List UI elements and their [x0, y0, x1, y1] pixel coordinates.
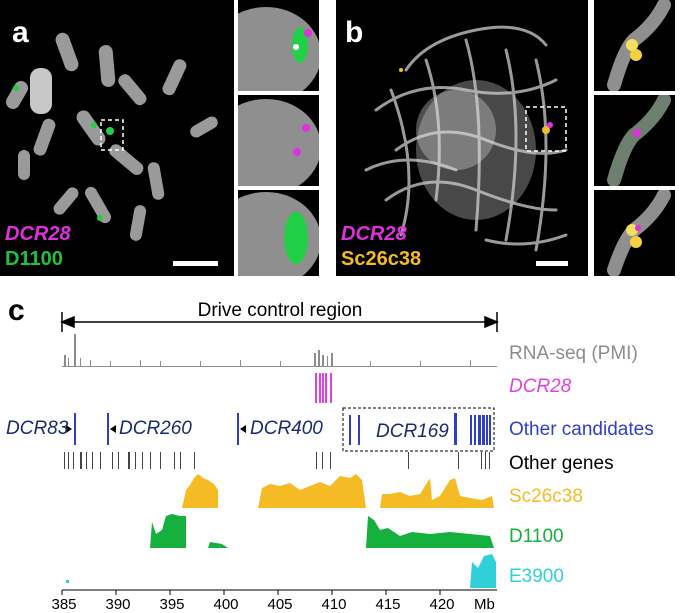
d1100-track [150, 514, 494, 548]
mb-axis [61, 589, 497, 595]
axis-tick-label: 395 [159, 596, 185, 613]
axis-tick-label: 385 [51, 596, 77, 613]
track-label-dcr28: DCR28 [509, 376, 572, 397]
candidate-arrows [66, 425, 246, 433]
inset-chromosome [607, 190, 671, 276]
inset-chromosome [607, 0, 671, 91]
panel-b-inset-3 [594, 190, 675, 276]
panel-a-chromosome-spread [6, 32, 218, 241]
dcr260-label: DCR260 [119, 418, 192, 439]
panel-b-scalebar [536, 261, 568, 266]
dcr169-label: DCR169 [376, 421, 449, 442]
region-span-arrow [60, 312, 499, 332]
panel-b-probe1-label: DCR28 [341, 223, 407, 245]
track-label-e3900: E3900 [509, 566, 564, 587]
sc26c38-track [182, 474, 494, 508]
track-label-sc26c38: Sc26c38 [509, 486, 583, 507]
panel-a-probe1-label: DCR28 [5, 223, 71, 245]
panel-c-letter: c [8, 294, 25, 327]
panel-a-scalebar [173, 261, 218, 266]
panel-b-inset-2 [594, 95, 675, 186]
panel-b-letter: b [345, 16, 364, 49]
axis-tick-label: 405 [267, 596, 293, 613]
panel-a-main-image: a DCR28 D1100 [0, 0, 234, 276]
other-genes-track [64, 452, 490, 469]
dcr83-label: DCR83 [6, 418, 69, 439]
axis-tick-label: 390 [105, 596, 131, 613]
track-label-rna-seq: RNA-seq (PMI) [509, 343, 638, 364]
dcr400-label: DCR400 [250, 418, 323, 439]
other-candidates-track [74, 413, 491, 445]
panel-a-inset-3 [238, 190, 319, 276]
axis-unit-label: Mb [474, 596, 495, 613]
e3900-track [66, 554, 496, 588]
axis-tick-label: 420 [429, 596, 455, 613]
panel-b-chromosome-spread [364, 25, 568, 252]
track-label-d1100: D1100 [509, 526, 564, 547]
rna-seq-track [62, 334, 497, 367]
dcr28-track [315, 373, 332, 403]
track-label-other-genes: Other genes [509, 453, 614, 474]
panel-a-inset-1 [238, 0, 319, 91]
panel-b-inset-1 [594, 0, 675, 91]
inset-chromosome [238, 7, 319, 91]
inset-chromosome [238, 99, 319, 186]
panel-a-probe2-label: D1100 [5, 248, 63, 270]
inset-chromosome [607, 95, 671, 186]
inset-chromosome [238, 192, 319, 276]
panel-b-main-image: b DCR28 Sc26c38 [336, 0, 588, 276]
axis-tick-label: 400 [213, 596, 239, 613]
dcr169-box [342, 407, 495, 452]
axis-tick-label: 415 [375, 596, 401, 613]
axis-tick-label: 410 [321, 596, 347, 613]
panel-a-inset-2 [238, 95, 319, 186]
drive-control-region-label: Drive control region [197, 300, 363, 321]
track-label-other-candidates: Other candidates [509, 419, 654, 440]
panel-b-probe2-label: Sc26c38 [341, 248, 422, 270]
panel-a-letter: a [12, 16, 29, 49]
